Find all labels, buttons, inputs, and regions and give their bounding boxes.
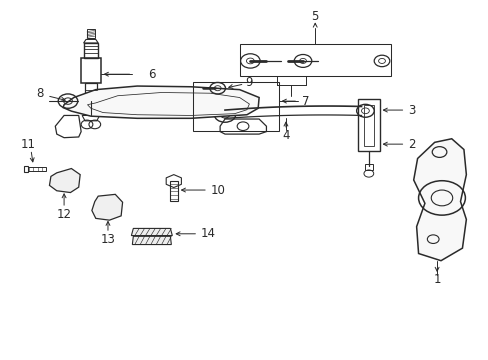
Text: 7: 7 xyxy=(301,95,308,108)
Text: 8: 8 xyxy=(36,87,43,100)
Text: 10: 10 xyxy=(210,184,224,197)
Bar xyxy=(83,43,98,58)
Polygon shape xyxy=(132,236,171,244)
Bar xyxy=(169,181,177,201)
Bar xyxy=(357,99,379,151)
Text: 2: 2 xyxy=(407,138,415,150)
Bar xyxy=(239,44,390,76)
Bar xyxy=(27,167,46,171)
Text: 12: 12 xyxy=(57,208,71,221)
Text: 1: 1 xyxy=(432,273,440,286)
Polygon shape xyxy=(63,86,259,118)
Text: 14: 14 xyxy=(200,227,215,240)
Text: 3: 3 xyxy=(407,104,415,117)
Bar xyxy=(193,82,278,131)
Text: 13: 13 xyxy=(101,233,115,246)
Text: 6: 6 xyxy=(148,68,155,81)
Polygon shape xyxy=(49,168,80,193)
Bar xyxy=(363,105,373,146)
Text: 9: 9 xyxy=(245,76,253,89)
Bar xyxy=(81,58,101,83)
Polygon shape xyxy=(92,194,122,220)
Bar xyxy=(23,166,27,172)
Bar xyxy=(87,30,95,39)
Bar xyxy=(85,83,97,96)
Text: 4: 4 xyxy=(282,129,289,142)
Polygon shape xyxy=(413,139,466,261)
Text: 11: 11 xyxy=(21,138,36,151)
Polygon shape xyxy=(131,228,172,235)
Bar xyxy=(364,163,372,170)
Text: 5: 5 xyxy=(311,10,318,23)
